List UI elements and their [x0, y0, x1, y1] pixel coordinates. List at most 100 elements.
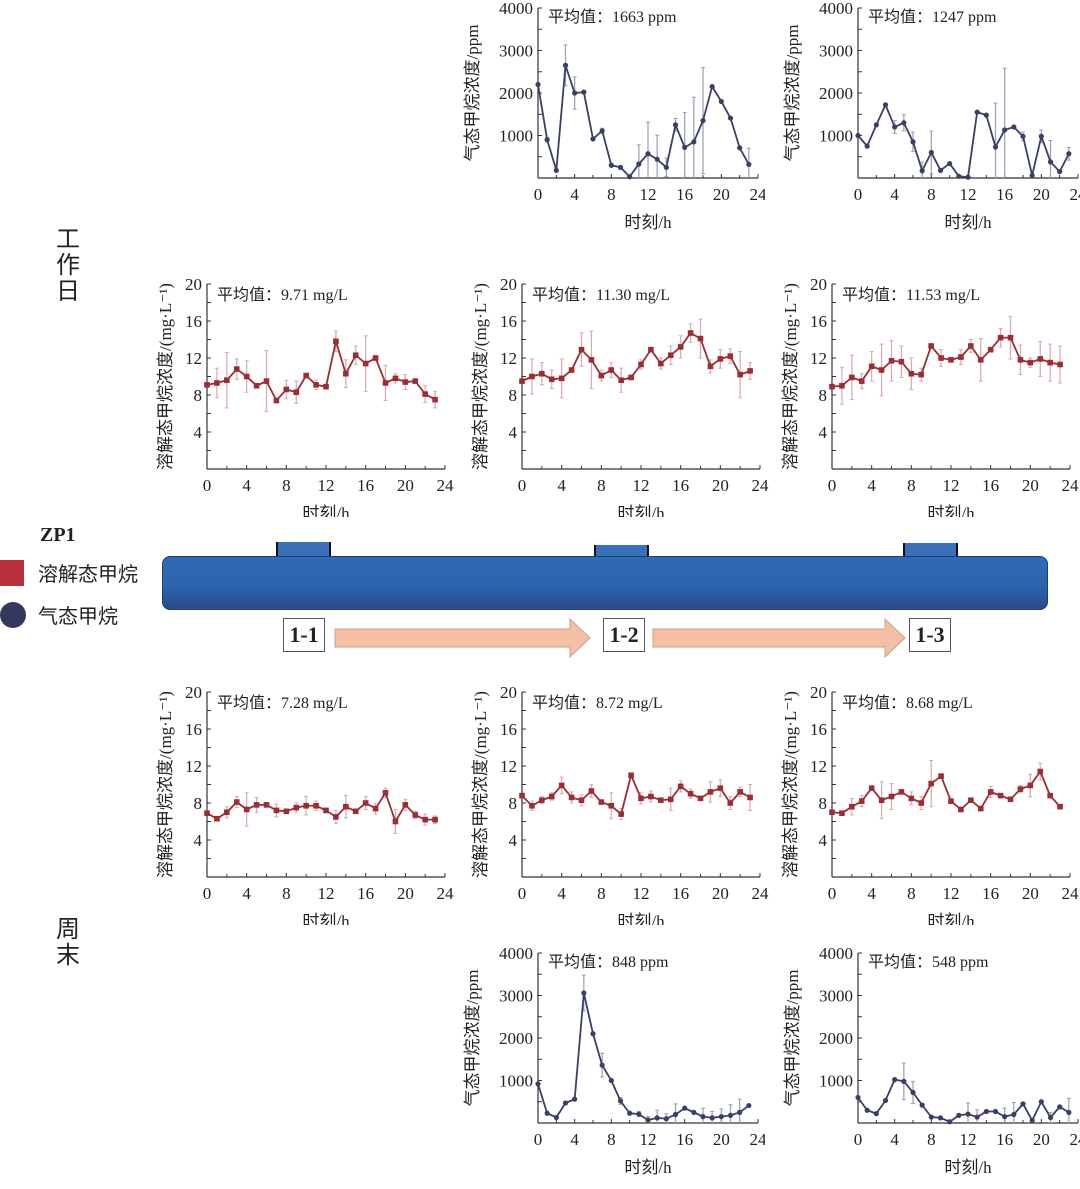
- data-point: [948, 357, 954, 363]
- x-tick-label: 16: [982, 884, 999, 903]
- x-tick-label: 12: [943, 476, 960, 495]
- x-tick-label: 12: [943, 884, 960, 903]
- x-tick-label: 20: [1022, 476, 1039, 495]
- y-tick-label: 8: [819, 794, 828, 813]
- x-tick-label: 0: [534, 185, 543, 204]
- series-line: [522, 775, 750, 814]
- data-point: [965, 1111, 970, 1116]
- data-point: [855, 1095, 860, 1100]
- data-point: [559, 783, 565, 789]
- x-tick-label: 8: [907, 884, 916, 903]
- data-point: [264, 378, 270, 384]
- data-point: [519, 378, 525, 384]
- data-point: [539, 797, 545, 803]
- data-point: [636, 161, 641, 166]
- data-point: [648, 794, 654, 800]
- data-point: [993, 1109, 998, 1114]
- data-point: [719, 99, 724, 104]
- x-tick-label: 16: [672, 884, 689, 903]
- data-point: [719, 1114, 724, 1119]
- data-point: [910, 1090, 915, 1095]
- data-point: [655, 157, 660, 162]
- data-point: [1028, 360, 1034, 366]
- x-tick-label: 8: [927, 185, 936, 204]
- data-point: [519, 793, 525, 799]
- data-point: [393, 819, 399, 825]
- data-point: [204, 382, 210, 388]
- x-axis-title: 时刻/h: [927, 504, 975, 517]
- data-point: [529, 374, 535, 380]
- data-point: [343, 371, 349, 377]
- chart-weekend-gas-1-3: 048121620241000200030004000时刻/h气态甲烷浓度/pp…: [775, 945, 1080, 1189]
- data-point: [978, 806, 984, 812]
- data-point: [1047, 360, 1053, 366]
- data-point: [589, 357, 595, 363]
- x-tick-label: 24: [1070, 185, 1080, 204]
- x-tick-label: 12: [318, 476, 335, 495]
- y-tick-label: 12: [810, 349, 827, 368]
- series-line: [538, 65, 749, 176]
- x-tick-label: 20: [713, 1130, 730, 1149]
- data-point: [600, 128, 605, 133]
- series-line: [832, 772, 1060, 814]
- x-tick-label: 8: [282, 476, 291, 495]
- x-tick-label: 20: [712, 476, 729, 495]
- data-point: [883, 1098, 888, 1103]
- data-point: [655, 1115, 660, 1120]
- x-tick-label: 16: [996, 1130, 1013, 1149]
- data-point: [965, 175, 970, 180]
- data-point: [333, 814, 339, 820]
- data-point: [432, 817, 438, 823]
- series-line: [207, 341, 435, 400]
- data-point: [975, 110, 980, 115]
- data-point: [984, 113, 989, 118]
- mean-annotation: 平均值：11.53 mg/L: [842, 286, 980, 304]
- x-tick-label: 20: [1033, 1130, 1050, 1149]
- data-point: [569, 795, 575, 801]
- y-tick-label: 16: [185, 312, 202, 331]
- data-point: [958, 354, 964, 360]
- data-point: [1018, 357, 1024, 363]
- y-tick-label: 4000: [499, 0, 533, 18]
- data-point: [274, 398, 280, 404]
- data-point: [889, 794, 895, 800]
- y-tick-label: 2000: [819, 84, 853, 103]
- data-point: [998, 335, 1004, 341]
- x-tick-label: 8: [607, 1130, 616, 1149]
- data-point: [678, 344, 684, 350]
- data-point: [627, 174, 632, 179]
- data-point: [1066, 1110, 1071, 1115]
- data-point: [920, 1103, 925, 1108]
- data-point: [1039, 1099, 1044, 1104]
- data-point: [554, 1115, 559, 1120]
- data-point: [563, 1100, 568, 1105]
- data-point: [383, 380, 389, 386]
- data-point: [1048, 1115, 1053, 1120]
- data-point: [718, 785, 724, 791]
- y-tick-label: 8: [509, 794, 518, 813]
- data-point: [284, 387, 290, 393]
- x-tick-label: 20: [397, 884, 414, 903]
- data-point: [545, 137, 550, 142]
- data-point: [224, 809, 230, 815]
- data-point: [978, 357, 984, 363]
- data-point: [636, 1111, 641, 1116]
- data-point: [929, 150, 934, 155]
- series-line: [207, 793, 435, 822]
- y-tick-label: 3000: [499, 42, 533, 61]
- data-point: [303, 373, 309, 379]
- y-tick-label: 12: [185, 349, 202, 368]
- y-axis-title: 气态甲烷浓度/ppm: [783, 25, 802, 162]
- data-point: [988, 789, 994, 795]
- x-tick-label: 4: [890, 185, 899, 204]
- sampling-port-1-1: [276, 542, 331, 556]
- data-point: [728, 1113, 733, 1118]
- square-marker-icon: [0, 560, 24, 586]
- station-label-1-3: 1-3: [909, 618, 951, 652]
- data-point: [313, 382, 319, 388]
- error-bar: [646, 122, 650, 178]
- y-tick-label: 4: [509, 831, 518, 850]
- error-bar: [1003, 68, 1007, 178]
